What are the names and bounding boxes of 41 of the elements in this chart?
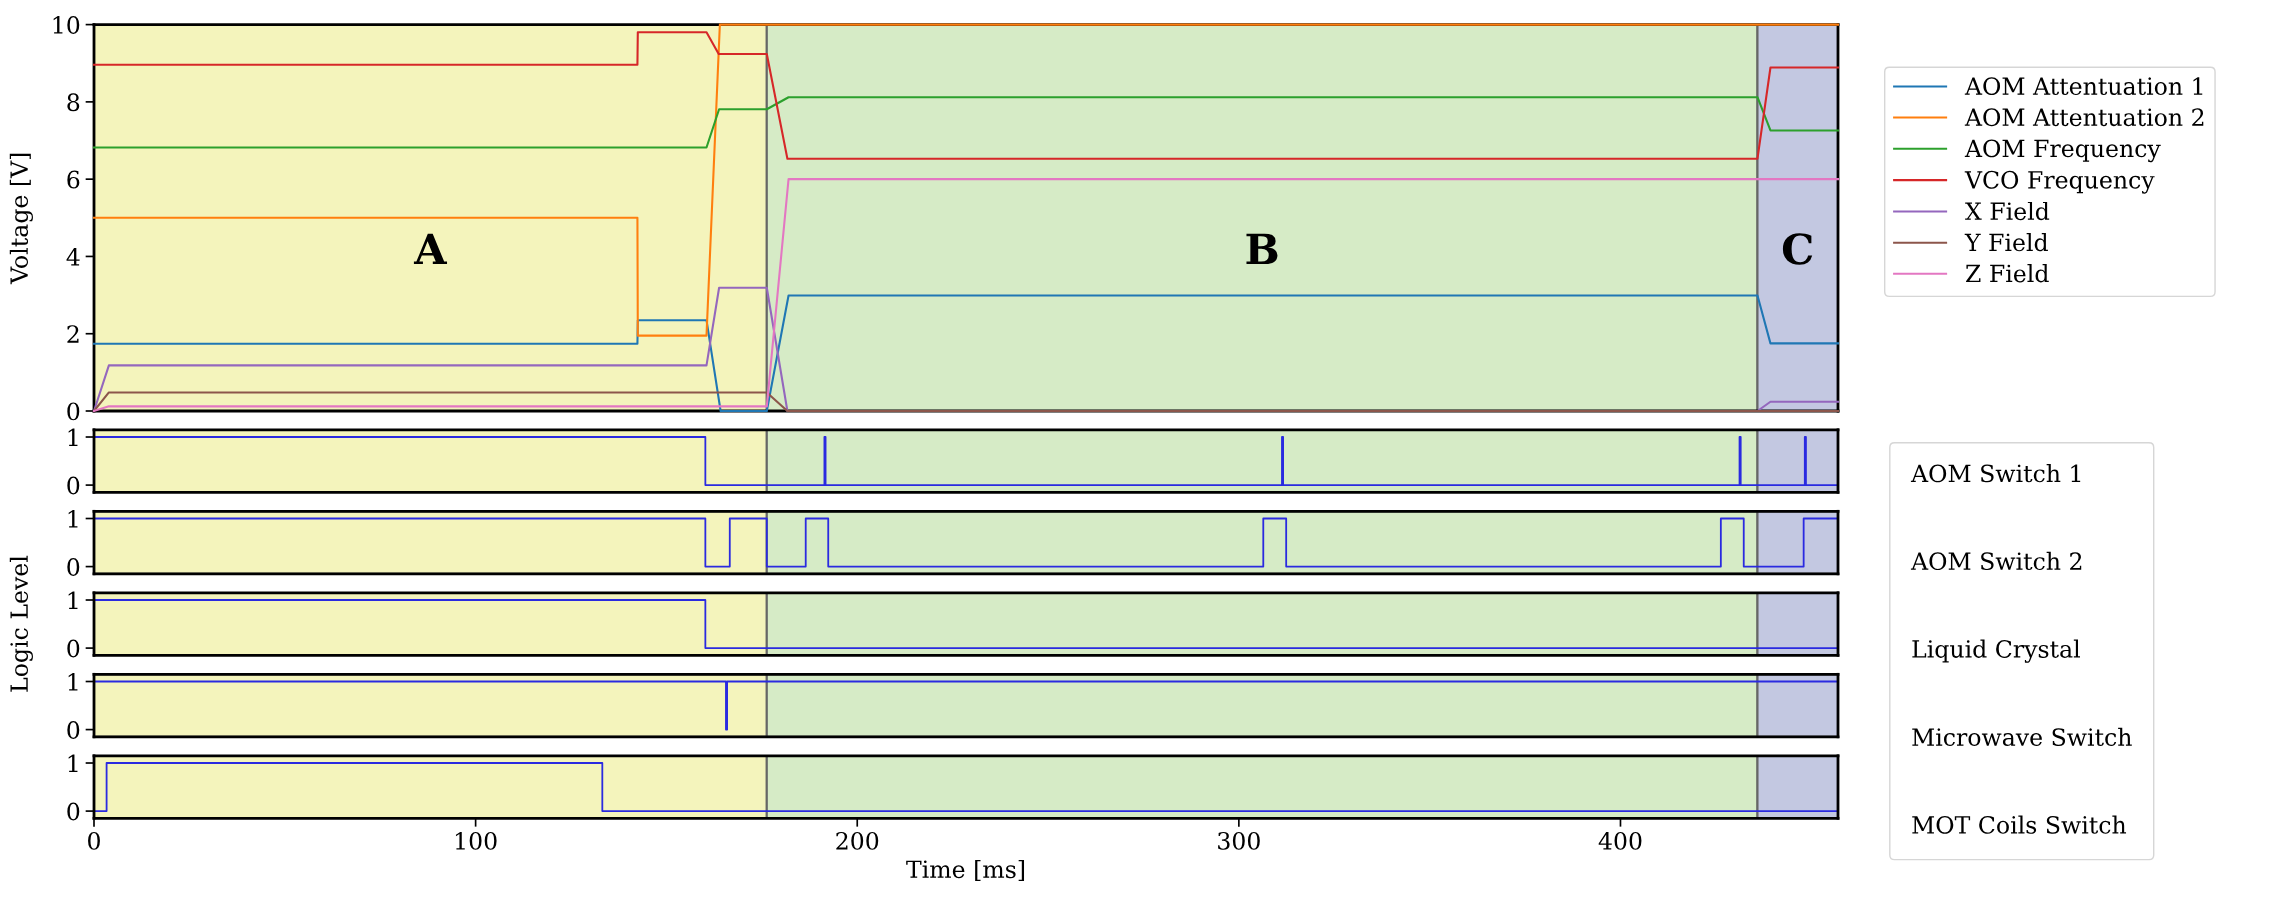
x-tick-label: 100: [455, 831, 497, 850]
legend-label: X Field: [1965, 201, 2050, 221]
x-tick-label: 300: [1218, 831, 1260, 850]
y-tick-label: 1: [68, 509, 78, 528]
text: AOM Switch 1: [1910, 464, 2081, 483]
legend-label: Z Field: [1966, 264, 2049, 283]
x-axis-title: Time [ms]: [906, 859, 1025, 881]
text: MOT Coils Switch: [1912, 815, 2127, 834]
y-tick-label: 1: [68, 428, 78, 446]
y-tick-label: 1: [68, 591, 78, 609]
legend-label: VCO Frequency: [1964, 170, 2155, 194]
band-label: B: [1246, 233, 1278, 265]
y-tick-label: 4: [66, 247, 80, 266]
y-axis-title: Logic Level: [9, 555, 33, 692]
y-tick-label: 0: [67, 476, 80, 495]
y-tick-label: 0: [67, 802, 80, 821]
y-tick-label: 6: [67, 170, 80, 189]
y-tick-label: 0: [67, 721, 80, 739]
text: AOM Switch 2: [1910, 551, 2082, 571]
band-label: C: [1782, 233, 1813, 265]
y-axis-title: Voltage [V]: [9, 153, 33, 285]
legend-label: Y Field: [1964, 233, 2048, 252]
y-tick-label: 10: [53, 16, 80, 34]
x-tick-label: 400: [1598, 831, 1642, 850]
y-tick-label: 1: [68, 754, 78, 772]
band-label: A: [413, 233, 448, 265]
text: Microwave Switch: [1912, 727, 2132, 747]
legend-label: AOM Frequency: [1964, 139, 2161, 163]
y-tick-label: 0: [67, 402, 80, 421]
legend-label: AOM Attentuation 2: [1964, 108, 2204, 127]
y-tick-label: 8: [67, 93, 80, 112]
text: Liquid Crystal: [1912, 639, 2080, 663]
y-tick-label: 2: [67, 325, 79, 343]
legend-label: AOM Attentuation 1: [1964, 77, 2203, 96]
y-tick-label: 0: [67, 558, 80, 576]
line-series: [92, 96, 1840, 149]
y-tick-label: 1: [68, 672, 78, 691]
x-tick-label: 0: [88, 831, 100, 850]
line-series: [92, 31, 1840, 160]
y-tick-label: 0: [67, 639, 80, 658]
x-tick-label: 200: [836, 831, 879, 850]
